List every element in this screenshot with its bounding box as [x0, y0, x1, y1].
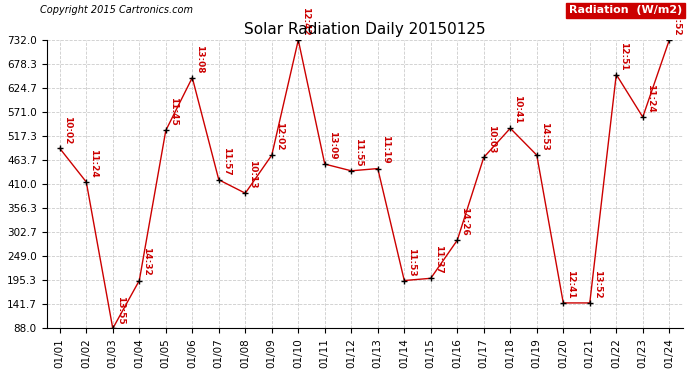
Text: 11:57: 11:57 — [222, 147, 231, 176]
Text: 10:02: 10:02 — [63, 116, 72, 144]
Text: 12:51: 12:51 — [620, 42, 629, 70]
Text: 11:24: 11:24 — [646, 84, 655, 113]
Text: 13:09: 13:09 — [328, 131, 337, 160]
Text: 11:45: 11:45 — [169, 98, 178, 126]
Text: 10:13: 10:13 — [248, 160, 257, 189]
Text: 12:41: 12:41 — [566, 270, 575, 298]
Text: 12:42: 12:42 — [302, 7, 310, 36]
Text: 11:53: 11:53 — [408, 248, 417, 276]
Text: 11:55: 11:55 — [355, 138, 364, 166]
Text: 12:02: 12:02 — [275, 122, 284, 151]
Text: 11:37: 11:37 — [434, 245, 443, 274]
Title: Solar Radiation Daily 20150125: Solar Radiation Daily 20150125 — [244, 22, 485, 38]
Text: 11:19: 11:19 — [381, 135, 390, 164]
Text: 10:03: 10:03 — [487, 124, 496, 153]
Text: 13:55: 13:55 — [116, 296, 125, 324]
Text: Copyright 2015 Cartronics.com: Copyright 2015 Cartronics.com — [40, 5, 193, 15]
Text: 13:08: 13:08 — [195, 45, 204, 74]
Text: Radiation  (W/m2): Radiation (W/m2) — [569, 5, 682, 15]
Text: 14:26: 14:26 — [460, 207, 469, 236]
Text: 14:53: 14:53 — [540, 122, 549, 151]
Text: 14:32: 14:32 — [142, 248, 152, 276]
Text: 11:52: 11:52 — [673, 7, 682, 36]
Text: 13:52: 13:52 — [593, 270, 602, 298]
Text: 11:24: 11:24 — [90, 149, 99, 178]
Text: 10:41: 10:41 — [513, 95, 522, 124]
